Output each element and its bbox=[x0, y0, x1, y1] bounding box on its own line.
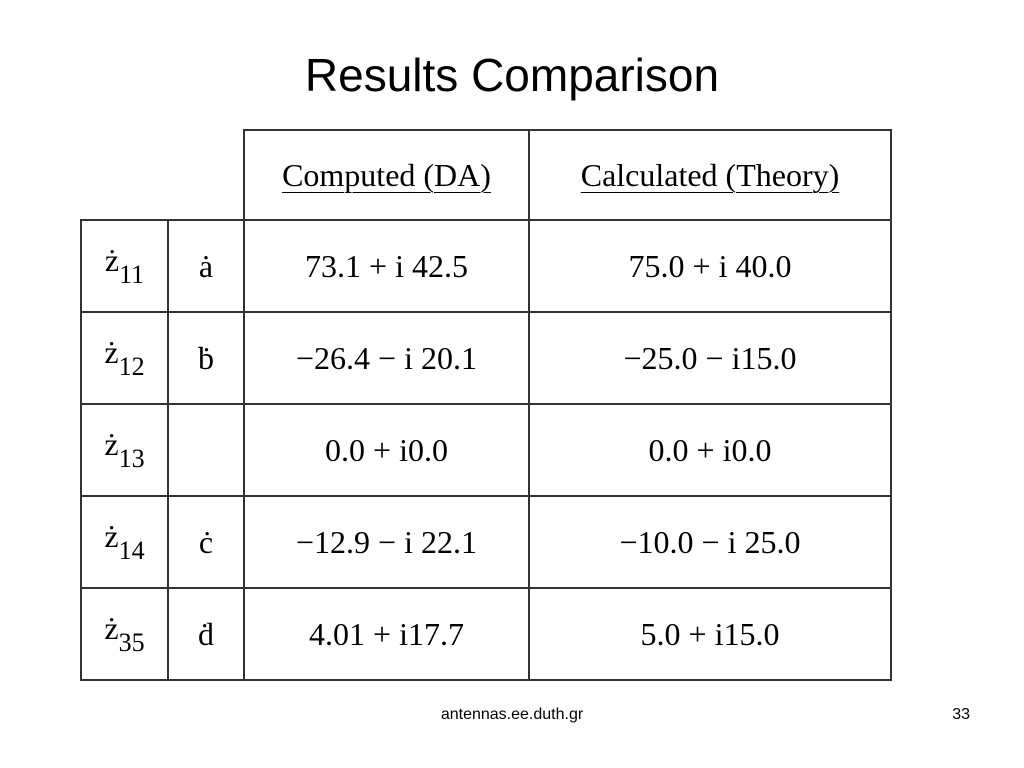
symbol-cell: ż11 bbox=[80, 219, 169, 313]
symbol: ż bbox=[104, 426, 119, 462]
symbol-subscript: 13 bbox=[118, 444, 145, 473]
data-row: ż35 ḋ 4.01 + i17.7 5.0 + i15.0 bbox=[80, 587, 892, 681]
computed-cell: 4.01 + i17.7 bbox=[243, 587, 530, 681]
table-body: Computed (DA) Calculated (Theory) ż11 ȧ 73… bbox=[80, 129, 892, 681]
param-cell: ċ bbox=[167, 495, 245, 589]
param: ḋ bbox=[198, 615, 214, 652]
param: ḃ bbox=[198, 339, 214, 376]
data-row: ż14 ċ −12.9 − i 22.1 −10.0 − i 25.0 bbox=[80, 495, 892, 589]
symbol: ż bbox=[104, 334, 119, 370]
param-cell bbox=[167, 403, 245, 497]
slide-title: Results Comparison bbox=[304, 49, 720, 101]
symbol-cell: ż13 bbox=[80, 403, 169, 497]
header-cell: Calculated (Theory) bbox=[528, 129, 892, 221]
symbol-cell: ż12 bbox=[80, 311, 169, 405]
theory-cell: −25.0 − i15.0 bbox=[528, 311, 892, 405]
header-text: Computed (DA) bbox=[282, 156, 491, 193]
symbol-subscript: 11 bbox=[119, 260, 145, 289]
symbol-cell: ż35 bbox=[80, 587, 169, 681]
computed-cell: −12.9 − i 22.1 bbox=[243, 495, 530, 589]
theory-cell: 75.0 + i 40.0 bbox=[528, 219, 892, 313]
header-cell: Computed (DA) bbox=[243, 129, 530, 221]
header-text: Calculated (Theory) bbox=[580, 156, 840, 193]
results-table: Computed (DA) Calculated (Theory) ż11 ȧ 73… bbox=[80, 129, 892, 681]
theory-cell: 0.0 + i0.0 bbox=[528, 403, 892, 497]
symbol-subscript: 12 bbox=[118, 352, 145, 381]
data-row: ż12 ḃ −26.4 − i 20.1 −25.0 − i15.0 bbox=[80, 311, 892, 405]
symbol-subscript: 35 bbox=[118, 628, 145, 657]
footer-site: antennas.ee.duth.gr bbox=[440, 706, 584, 723]
computed-cell: 0.0 + i0.0 bbox=[243, 403, 530, 497]
symbol-cell: ż14 bbox=[80, 495, 169, 589]
computed-cell: 73.1 + i 42.5 bbox=[243, 219, 530, 313]
symbol: ż bbox=[104, 610, 119, 646]
blank-cell bbox=[81, 130, 245, 221]
theory-cell: −10.0 − i 25.0 bbox=[528, 495, 892, 589]
symbol-subscript: 14 bbox=[118, 536, 145, 565]
data-row: ż13 0.0 + i0.0 0.0 + i0.0 bbox=[80, 403, 892, 497]
symbol: ż bbox=[104, 518, 119, 554]
theory-cell: 5.0 + i15.0 bbox=[528, 587, 892, 681]
symbol: ż bbox=[104, 242, 120, 278]
param-cell: ȧ bbox=[167, 219, 245, 313]
data-row: ż11 ȧ 73.1 + i 42.5 75.0 + i 40.0 bbox=[80, 219, 892, 313]
param-cell: ḃ bbox=[167, 311, 245, 405]
page-number: 33 bbox=[952, 706, 970, 723]
computed-cell: −26.4 − i 20.1 bbox=[243, 311, 530, 405]
param: ċ bbox=[198, 523, 214, 560]
header-row: Computed (DA) Calculated (Theory) bbox=[81, 129, 892, 221]
param-cell: ḋ bbox=[167, 587, 245, 681]
param: ȧ bbox=[198, 247, 214, 284]
